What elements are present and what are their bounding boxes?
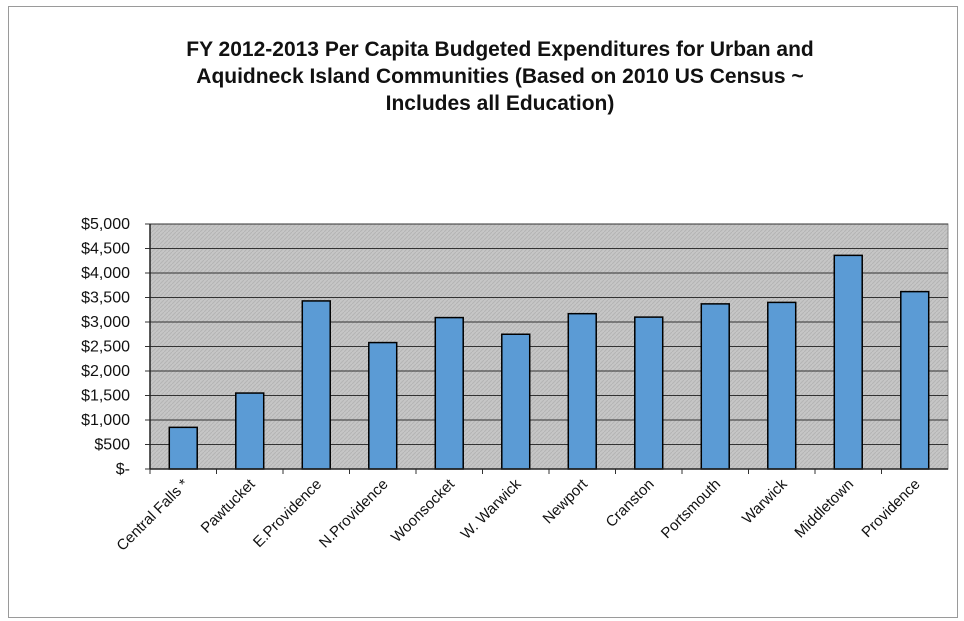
bar [434,316,464,470]
y-tick-label: $3,500 [81,290,130,307]
y-axis-ticks: $- $500 $1,000 $1,500 $2,000 $2,500 $3,000 $3,5… [81,216,150,478]
bar [501,333,531,470]
gridlines [150,223,948,445]
x-category-label: N.Providence [316,476,392,552]
x-category-label: Warwick [739,475,791,527]
bar [900,290,930,470]
bars [168,254,930,470]
y-tick-label: $4,000 [81,265,130,282]
x-category-label: W. Warwick [458,475,525,542]
chart-title-line-2: Aquidneck Island Communities (Based on 2… [196,65,804,88]
y-tick-label: $4,500 [81,241,130,258]
y-tick-label: $- [116,461,130,478]
bar [700,303,730,470]
y-tick-label: $2,500 [81,339,130,356]
y-tick-label: $3,000 [81,314,130,331]
x-category-label: Middletown [791,476,857,542]
bar [168,426,198,470]
chart-title: FY 2012-2013 Per Capita Budgeted Expendi… [70,36,930,117]
bar [235,392,265,470]
x-category-label: Pawtucket [198,475,260,537]
bar [767,301,797,470]
y-tick-label: $1,000 [81,412,130,429]
x-category-label: Providence [858,476,923,541]
bar [634,316,664,470]
y-tick-label: $5,000 [81,216,130,233]
x-axis-categories: Central Falls * PawtucketE.ProvidenceN.Pr… [113,469,924,555]
chart-title-line-1: FY 2012-2013 Per Capita Budgeted Expendi… [186,38,814,61]
bar [833,254,863,470]
x-category-label: Woonsocket [388,475,459,546]
bar [567,312,597,470]
x-category-label: Newport [540,475,592,527]
bar [301,300,331,470]
x-category-label: Portsmouth [658,476,724,542]
y-tick-label: $2,000 [81,363,130,380]
x-category-label: Central Falls * [113,476,192,555]
x-category-label: E.Providence [250,476,325,551]
chart-title-line-3: Includes all Education) [385,92,615,115]
bar [368,341,398,470]
x-category-label: Cranston [603,476,658,531]
y-tick-label: $1,500 [81,388,130,405]
y-tick-label: $500 [94,437,130,454]
